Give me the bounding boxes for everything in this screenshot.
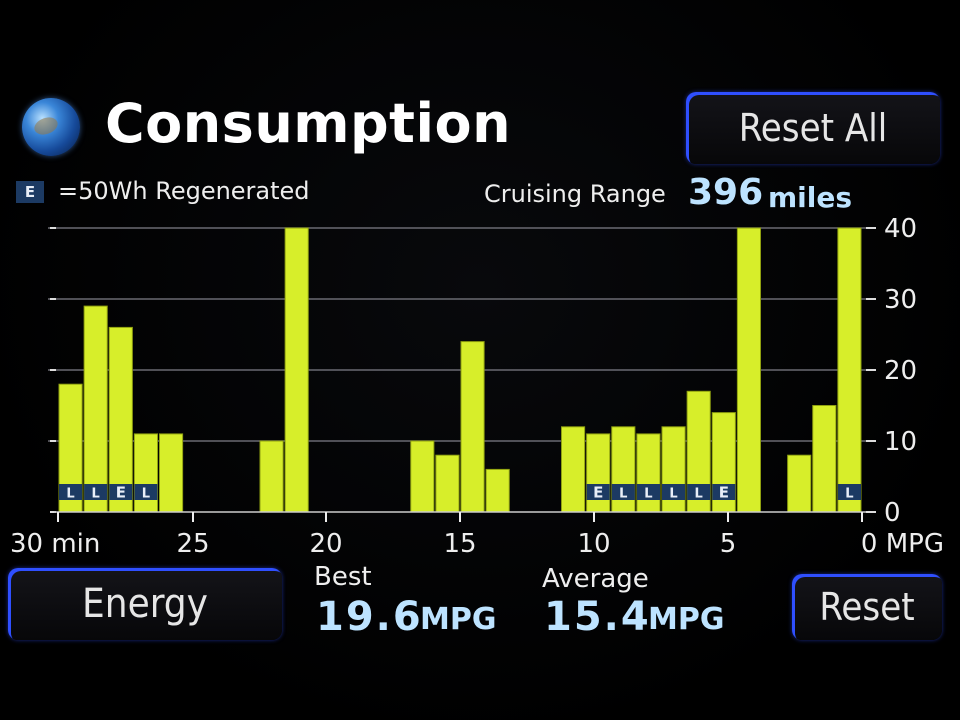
regen-mark-label: E	[719, 484, 729, 502]
regen-mark-label: L	[669, 487, 677, 502]
consumption-bar	[435, 454, 460, 513]
regen-mark	[712, 484, 736, 500]
cruising-range-unit: miles	[768, 181, 853, 214]
regen-mark	[586, 484, 610, 500]
consumption-bar	[460, 341, 485, 513]
reset-all-button[interactable]: Reset All	[686, 92, 940, 164]
consumption-bar	[284, 227, 309, 513]
regen-mark-label: L	[644, 487, 652, 502]
consumption-bar	[812, 405, 837, 513]
regen-legend-badge: E	[16, 181, 44, 203]
x-tick-label: 5	[720, 529, 737, 559]
regen-mark-label: L	[142, 487, 150, 502]
regen-mark	[636, 484, 660, 500]
x-tick-label: 10	[577, 529, 610, 559]
regen-mark-label: E	[116, 484, 126, 502]
regen-mark	[662, 484, 686, 500]
energy-button[interactable]: Energy	[8, 568, 282, 640]
consumption-bar	[561, 426, 586, 513]
regen-mark-label: L	[66, 487, 74, 502]
x-tick-label: 30 min	[10, 529, 100, 559]
consumption-bar	[83, 305, 108, 513]
regen-mark	[109, 484, 133, 500]
reset-button[interactable]: Reset	[792, 574, 942, 640]
regen-mark	[134, 484, 158, 500]
average-unit: MPG	[648, 602, 725, 637]
regen-mark-label: L	[92, 487, 100, 502]
x-tick-label: 25	[176, 529, 209, 559]
best-unit: MPG	[420, 602, 497, 637]
x-tick-label: 20	[309, 529, 342, 559]
average-value: 15.4	[544, 594, 651, 640]
consumption-bar	[787, 454, 812, 513]
consumption-bar	[159, 433, 184, 513]
x-tick-label: 15	[443, 529, 476, 559]
regen-mark	[84, 484, 108, 500]
regen-mark-label: L	[695, 487, 703, 502]
consumption-bar	[485, 468, 510, 513]
y-tick-label: 20	[884, 356, 917, 386]
regen-mark-label: L	[619, 487, 627, 502]
y-tick-label: 0	[884, 498, 901, 528]
consumption-chart: 40 30 20 10 0 L L E L E L L L L E L 30 min 25 20 15 10 5 0 MPG	[10, 214, 944, 559]
consumption-bar	[410, 440, 435, 513]
x-tick-label: 0 MPG	[861, 529, 944, 559]
regen-mark	[611, 484, 635, 500]
y-tick-label: 30	[884, 285, 917, 315]
average-label: Average	[542, 564, 649, 594]
globe-icon	[22, 98, 80, 156]
page-title: Consumption	[105, 92, 512, 155]
regen-mark	[687, 484, 711, 500]
cruising-range-label: Cruising Range	[484, 180, 666, 208]
regen-legend-text: =50Wh Regenerated	[58, 177, 310, 205]
regen-mark-label: L	[845, 487, 853, 502]
consumption-bar	[736, 227, 761, 513]
best-label: Best	[314, 562, 372, 592]
cruising-range-value: 396	[688, 172, 764, 213]
consumption-bar	[837, 227, 862, 513]
regen-mark-label: E	[593, 484, 603, 502]
y-tick-label: 10	[884, 427, 917, 457]
regen-mark	[59, 484, 83, 500]
consumption-bar	[259, 440, 284, 513]
regen-mark	[837, 484, 861, 500]
best-value: 19.6	[316, 594, 423, 640]
y-tick-label: 40	[884, 214, 917, 244]
